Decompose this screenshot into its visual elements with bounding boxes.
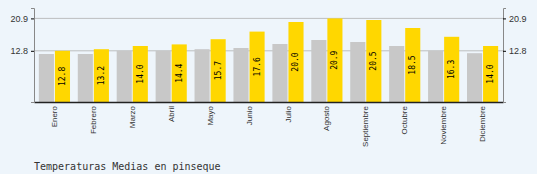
- bar: [327, 18, 342, 102]
- tick-label: Mayo: [206, 105, 215, 125]
- tick-label: Agosto: [322, 105, 331, 130]
- bar: [172, 44, 187, 102]
- data-label: 14.0: [486, 64, 495, 83]
- bar: [39, 54, 54, 102]
- series: [55, 18, 498, 102]
- tick-mark: [31, 18, 34, 19]
- tick: 20.9: [503, 14, 527, 24]
- axis-line: [35, 102, 504, 104]
- tick-label: Julio: [284, 105, 293, 122]
- tick: Marzo: [128, 102, 137, 128]
- tick: 20.9: [10, 14, 34, 24]
- y-axis: 12.8 20.9: [10, 9, 34, 103]
- tick: Septiembre: [361, 102, 370, 147]
- tick-label: Septiembre: [361, 105, 370, 146]
- grid-line: [34, 18, 503, 19]
- bar: [233, 48, 248, 102]
- data-label: 13.2: [97, 66, 106, 85]
- bar: [117, 51, 132, 102]
- plot: 12.8 13.2 14.0 14.4 15.7 17.6 20.0 20.9 20.5 18.5…: [10, 9, 526, 147]
- bar: [428, 51, 443, 102]
- tick: Febrero: [89, 102, 98, 134]
- tick: Diciembre: [478, 102, 487, 142]
- bar: [156, 51, 171, 102]
- tick-label: Febrero: [89, 105, 98, 134]
- chart: 12.8 13.2 14.0 14.4 15.7 17.6 20.0 20.9 20.5 18.5…: [0, 0, 537, 174]
- bar: [78, 54, 93, 102]
- x-axis: Enero Febrero Marzo Abril Mayo Junio Julio Agos…: [35, 102, 504, 147]
- tick-mark: [31, 51, 34, 52]
- tick-label: Marzo: [128, 105, 137, 128]
- tick: Abril: [167, 102, 176, 122]
- tick: Agosto: [322, 102, 331, 131]
- bar: [195, 49, 210, 102]
- y2-axis: 12.8 20.9: [503, 9, 527, 103]
- tick: Enero: [50, 102, 59, 127]
- bar: [94, 49, 109, 102]
- bar: [311, 40, 326, 102]
- tick: Octubre: [400, 102, 409, 134]
- tick-label: 12.8: [509, 46, 527, 56]
- bar: [405, 28, 420, 102]
- tick-mark: [503, 51, 506, 52]
- bar: [444, 37, 459, 102]
- tick-label: 12.8: [10, 46, 28, 56]
- bar: [211, 39, 226, 102]
- tick: 12.8: [503, 46, 527, 56]
- tick-label: Diciembre: [478, 105, 487, 142]
- tick: Noviembre: [439, 102, 448, 145]
- bar: [389, 46, 404, 102]
- tick-label: 20.9: [509, 14, 527, 24]
- data-label: 15.7: [214, 61, 223, 80]
- tick-label: Octubre: [400, 105, 409, 134]
- data-label: 18.5: [408, 55, 417, 74]
- bar: [366, 20, 381, 102]
- bar: [250, 32, 265, 102]
- axis-line: [31, 9, 35, 103]
- tick-label: 20.9: [10, 14, 28, 24]
- data-label: 20.9: [330, 50, 339, 69]
- background: [0, 0, 537, 174]
- tick-label: Junio: [245, 105, 254, 125]
- data-label: 17.6: [253, 57, 262, 76]
- data-label: 20.0: [291, 52, 300, 71]
- tick-label: Noviembre: [439, 105, 448, 144]
- tick-label: Abril: [167, 106, 176, 122]
- tick-mark: [503, 18, 506, 19]
- data-label: 20.5: [369, 51, 378, 70]
- data-label: 14.0: [136, 64, 145, 83]
- bar: [133, 46, 148, 102]
- title: Temperaturas Medias en pinseque: [34, 161, 221, 172]
- data-label: 14.4: [175, 63, 184, 82]
- data-label: 16.3: [447, 60, 456, 79]
- grid: [34, 18, 503, 50]
- tick: 12.8: [10, 46, 34, 56]
- bar: [350, 42, 365, 102]
- tick: Mayo: [206, 102, 215, 126]
- bar: [55, 51, 70, 102]
- data-labels: 12.8 13.2 14.0 14.4 15.7 17.6 20.0 20.9 20.5 18.5…: [58, 50, 495, 86]
- tick-label: Enero: [50, 105, 59, 127]
- tick: Julio: [284, 102, 293, 122]
- bars: [39, 18, 498, 102]
- bar: [467, 53, 482, 102]
- axis-line: [504, 9, 507, 103]
- bar: [272, 44, 287, 102]
- bar: [483, 46, 498, 102]
- bar: [288, 22, 303, 102]
- tick: Junio: [245, 102, 254, 125]
- data-label: 12.8: [58, 67, 67, 86]
